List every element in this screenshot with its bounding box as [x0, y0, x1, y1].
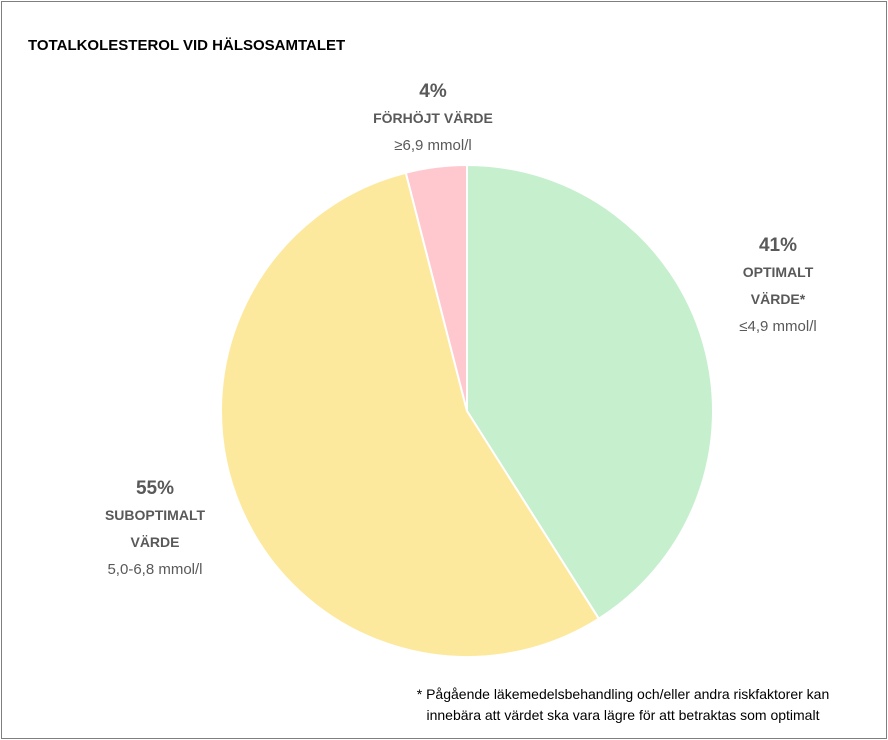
range-label: ≤4,9 mmol/l — [739, 318, 817, 335]
slice-label: 4% FÖRHÖJT VÄRDE ≥6,9 mmol/l — [313, 78, 553, 159]
value-label: 55% — [135, 478, 175, 499]
value-label: 4% — [419, 81, 447, 102]
range-label: 5,0-6,8 mmol/l — [107, 561, 203, 578]
footnote: * Pågående läkemedelsbehandling och/elle… — [340, 684, 888, 726]
pie-slice — [466, 163, 714, 621]
chart-title: TOTALKOLESTEROL VID HÄLSOSAMTALET — [28, 37, 346, 54]
category-label: OPTIMALT VÄRDE* — [742, 264, 814, 307]
slice-label: 55% SUBOPTIMALT VÄRDE 5,0-6,8 mmol/l — [35, 475, 275, 583]
footnote-line: innebära att värdet ska vara lägre för a… — [426, 707, 820, 723]
range-label: ≥6,9 mmol/l — [394, 137, 472, 154]
pie-slice — [220, 171, 601, 658]
pie-slice — [404, 163, 468, 412]
category-label: SUBOPTIMALT VÄRDE — [104, 507, 206, 550]
slice-label: 41% OPTIMALT VÄRDE* ≤4,9 mmol/l — [658, 232, 888, 340]
footnote-line: * Pågående läkemedelsbehandling och/elle… — [416, 686, 830, 702]
value-label: 41% — [758, 235, 798, 256]
category-label: FÖRHÖJT VÄRDE — [373, 110, 493, 126]
